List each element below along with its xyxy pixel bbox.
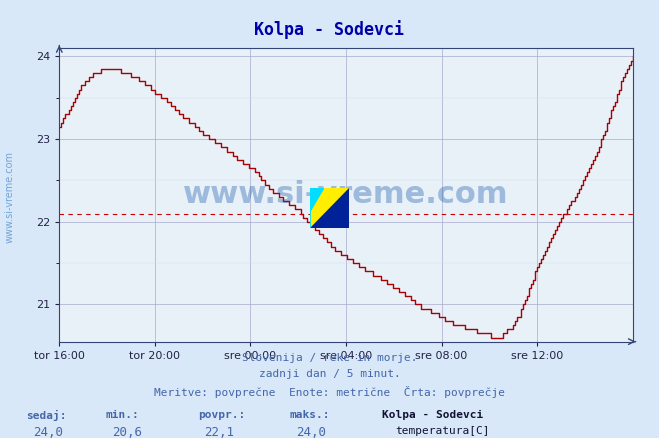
Text: min.:: min.: — [105, 410, 139, 420]
Text: povpr.:: povpr.: — [198, 410, 245, 420]
Polygon shape — [310, 188, 349, 228]
Text: www.si-vreme.com: www.si-vreme.com — [183, 180, 509, 209]
Text: zadnji dan / 5 minut.: zadnji dan / 5 minut. — [258, 369, 401, 379]
Text: temperatura[C]: temperatura[C] — [395, 426, 490, 436]
Text: 24,0: 24,0 — [33, 426, 63, 438]
Text: 20,6: 20,6 — [112, 426, 142, 438]
Text: www.si-vreme.com: www.si-vreme.com — [5, 151, 15, 243]
Text: Kolpa - Sodevci: Kolpa - Sodevci — [382, 410, 484, 420]
Text: Meritve: povprečne  Enote: metrične  Črta: povprečje: Meritve: povprečne Enote: metrične Črta:… — [154, 386, 505, 398]
Text: 24,0: 24,0 — [297, 426, 327, 438]
Text: Slovenija / reke in morje.: Slovenija / reke in morje. — [242, 353, 417, 363]
Text: sedaj:: sedaj: — [26, 410, 67, 420]
Text: Kolpa - Sodevci: Kolpa - Sodevci — [254, 20, 405, 39]
Text: 22,1: 22,1 — [204, 426, 235, 438]
Polygon shape — [310, 188, 324, 228]
Polygon shape — [310, 188, 349, 228]
Text: maks.:: maks.: — [290, 410, 330, 420]
